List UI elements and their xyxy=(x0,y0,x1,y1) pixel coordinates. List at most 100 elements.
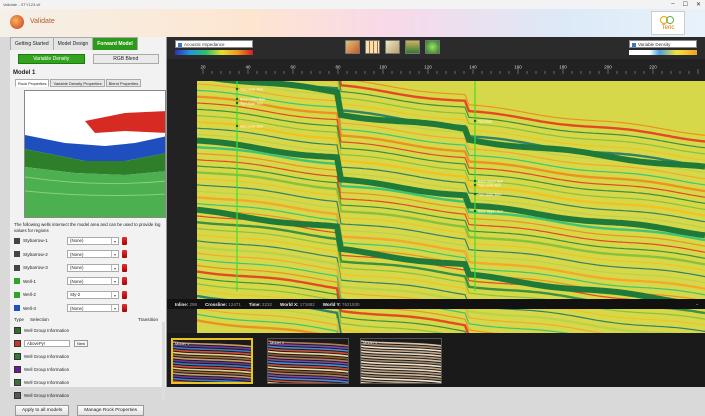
pin-icon[interactable] xyxy=(122,264,127,272)
type-label: Well Group Information xyxy=(24,367,69,372)
well-top-label: Top Lower Barr xyxy=(478,184,502,188)
well-marker xyxy=(236,98,238,100)
well-row: Stybarrow-2 (None)▾ xyxy=(14,248,166,262)
well-icon xyxy=(14,251,20,257)
minimize-button[interactable]: – xyxy=(671,1,674,8)
worldx-value: 171882 xyxy=(300,302,315,307)
inline-value: 298 xyxy=(190,302,198,307)
well-name: Stybarrow-2 xyxy=(23,252,67,257)
well-name: Well-1 xyxy=(23,279,67,284)
type-swatch[interactable] xyxy=(14,392,21,399)
type-header-selection: Selection xyxy=(30,317,49,322)
window-titlebar: Validate - STY123.vif – ☐ ✕ xyxy=(0,0,705,9)
pin-icon[interactable] xyxy=(122,291,127,299)
type-swatch[interactable] xyxy=(14,340,21,347)
type-swatch[interactable] xyxy=(14,353,21,360)
type-select[interactable]: AbovePyr xyxy=(24,340,70,347)
chevron-down-icon: ▾ xyxy=(111,251,118,258)
brand-logo: Teric xyxy=(651,11,685,35)
manage-rock-properties-button[interactable]: Manage Rock Properties xyxy=(77,405,144,416)
type-header: Type Selection Transition xyxy=(14,317,164,322)
well-row: Well-3 (None)▾ xyxy=(14,302,166,316)
type-row: Well Group Information xyxy=(14,389,164,402)
view-layers-icon[interactable] xyxy=(405,40,420,54)
view-wiggle-icon[interactable] xyxy=(385,40,400,54)
view-grid-icon[interactable] xyxy=(365,40,380,54)
tab-blend-properties[interactable]: Blend Properties xyxy=(106,79,142,87)
tab-variable-density-properties[interactable]: Variable Density Properties xyxy=(50,79,104,87)
maximize-button[interactable]: ☐ xyxy=(683,1,688,8)
well-row: Well-1 (None)▾ xyxy=(14,275,166,289)
wells-info-text: The following wells intersect the model … xyxy=(14,222,166,233)
variable-density-button[interactable]: Variable Density xyxy=(18,54,85,64)
pin-icon[interactable] xyxy=(122,304,127,312)
well-top-label: Top Upper Barr xyxy=(240,102,264,106)
bottom-buttons: Apply to all models Manage Rock Properti… xyxy=(15,405,165,416)
property-swatch xyxy=(632,43,636,47)
right-property-select[interactable]: Variable Density xyxy=(629,40,697,48)
well-name: Well-2 xyxy=(23,292,67,297)
well-icon xyxy=(14,305,20,311)
apply-to-all-models-button[interactable]: Apply to all models xyxy=(15,405,69,416)
thumbnail-model-1[interactable]: Model 1 xyxy=(171,338,253,384)
model-thumbnails: Model 1 Model 2 Model 3 xyxy=(167,333,705,387)
well-name: Well-3 xyxy=(23,306,67,311)
well-marker xyxy=(236,102,238,104)
well-log-select[interactable]: (None)▾ xyxy=(67,304,119,312)
pin-icon[interactable] xyxy=(122,237,127,245)
tab-model-design[interactable]: Model Design xyxy=(53,37,94,50)
new-button[interactable]: New xyxy=(74,340,88,347)
view-section-icon[interactable] xyxy=(345,40,360,54)
left-property-select[interactable]: Acoustic Impedance xyxy=(175,40,253,48)
view-3d-icon[interactable] xyxy=(425,40,440,54)
type-scrollbar[interactable] xyxy=(162,322,165,400)
right-colorbar xyxy=(629,50,697,55)
rgb-blend-button[interactable]: RGB Blend xyxy=(93,54,160,64)
type-row: Well Group Information xyxy=(14,376,164,389)
well-icon xyxy=(14,292,20,298)
type-label: Well Group Information xyxy=(24,354,69,359)
app-name: Validate xyxy=(30,18,55,25)
window-title: Validate - STY123.vif xyxy=(3,2,40,7)
brand-name: Teric xyxy=(662,25,675,31)
close-button[interactable]: ✕ xyxy=(696,1,701,8)
type-header-transition: Transition xyxy=(138,317,158,322)
well-log-select[interactable]: (None)▾ xyxy=(67,264,119,272)
type-swatch[interactable] xyxy=(14,327,21,334)
type-label: Well Group Information xyxy=(24,380,69,385)
scale-label: 160 xyxy=(514,65,522,70)
tab-getting-started[interactable]: Getting Started xyxy=(10,37,54,50)
model-title: Model 1 xyxy=(13,70,35,76)
chevron-down-icon: ▾ xyxy=(111,238,118,245)
display-panel: Acoustic Impedance Variable Density 20 40… xyxy=(167,37,705,387)
pin-icon[interactable] xyxy=(122,277,127,285)
type-swatch[interactable] xyxy=(14,366,21,373)
mode-buttons: Variable Density RGB Blend xyxy=(10,52,167,66)
well-marker xyxy=(474,120,476,122)
well-icon xyxy=(14,278,20,284)
well-marker xyxy=(474,193,476,195)
scale-label: 120 xyxy=(424,65,432,70)
well-log-select[interactable]: (None)▾ xyxy=(67,250,119,258)
well-top-label: Top Lower Barr xyxy=(240,88,264,92)
scale-label: 40 xyxy=(245,65,251,70)
well-log-select[interactable]: (None)▾ xyxy=(67,237,119,245)
well-marker xyxy=(236,125,238,127)
type-rows: Well Group Information AbovePyr New Well… xyxy=(14,324,164,402)
property-swatch xyxy=(178,43,182,47)
well-log-select[interactable]: (None)▾ xyxy=(67,277,119,285)
well-log-select[interactable]: Sty-2▾ xyxy=(67,291,119,299)
thumbnail-model-2[interactable]: Model 2 xyxy=(267,338,349,384)
type-swatch[interactable] xyxy=(14,379,21,386)
model-preview xyxy=(24,90,166,218)
well-icon xyxy=(14,265,20,271)
scale-label: 20 xyxy=(200,65,206,70)
pin-icon[interactable] xyxy=(122,250,127,258)
app-logo-icon xyxy=(10,15,24,29)
chevron-down-icon[interactable]: ⌄ xyxy=(695,301,699,307)
tab-rock-properties[interactable]: Rock Properties xyxy=(15,79,49,87)
status-bar: Inline: 298 Crossline: 12471 Time: 2232 … xyxy=(167,299,705,309)
tab-forward-model[interactable]: Forward Model xyxy=(92,37,138,50)
thumbnail-model-3[interactable]: Model 3 xyxy=(360,338,442,384)
